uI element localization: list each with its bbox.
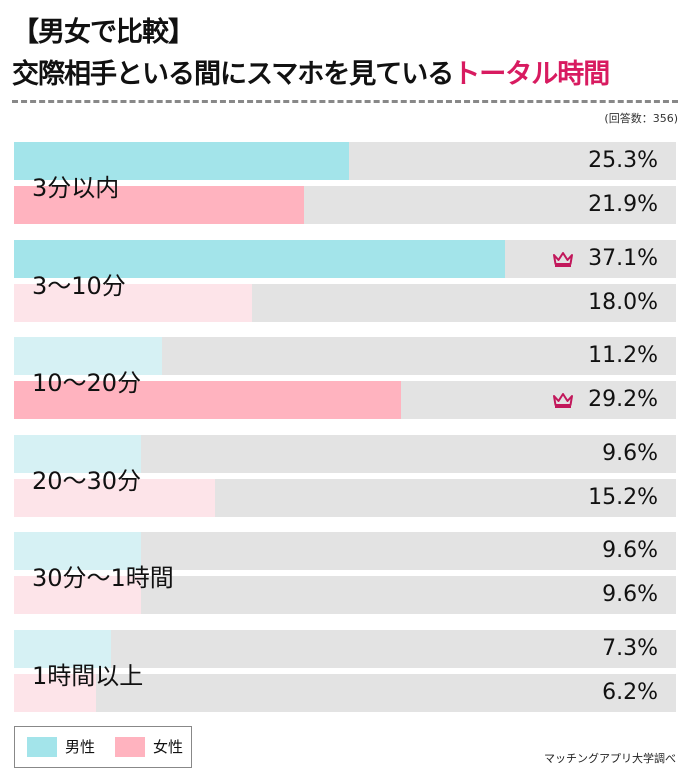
value-label-male: 9.6% <box>602 440 658 466</box>
legend-label-male: 男性 <box>65 738 96 756</box>
title-highlight-text: トータル時間 <box>453 59 610 90</box>
bar-group: 9.6% 15.2% 20〜30分 <box>14 434 676 517</box>
dashed-divider <box>12 100 678 103</box>
value-label-female: 29.2% <box>588 387 658 412</box>
bar-track-female <box>14 381 676 419</box>
bar-female <box>14 478 216 517</box>
bar-female <box>14 283 253 322</box>
category-label: 1時間以上 <box>32 661 144 690</box>
bar-male <box>14 337 163 375</box>
bar-group: 9.6% 9.6% 30分〜1時間 <box>14 532 676 614</box>
bar-track-male <box>14 239 676 278</box>
crown-icon <box>553 251 573 267</box>
bar-male <box>14 532 142 570</box>
bar-track-female <box>14 186 676 224</box>
source-note: マッチングアプリ大学調べ <box>544 752 676 765</box>
value-label-male: 11.2% <box>588 343 658 368</box>
bar-male <box>14 434 142 473</box>
value-label-female: 18.0% <box>588 289 658 315</box>
legend-swatch-male <box>27 737 57 757</box>
legend-label-female: 女性 <box>153 738 184 756</box>
bar-track-male <box>14 532 676 570</box>
bar-track-male <box>14 629 676 668</box>
bar-female <box>14 673 97 712</box>
bar-group: 25.3% 21.9% 3分以内 <box>14 142 676 224</box>
value-label-female: 6.2% <box>602 679 658 705</box>
bar-track-female <box>14 478 676 517</box>
category-label: 30分〜1時間 <box>32 564 174 592</box>
bar-male <box>14 142 349 180</box>
chart-title-line2: 交際相手といる間にスマホを見ているトータル時間 <box>12 52 610 91</box>
bar-group: 37.1% 18.0% 3〜10分 <box>14 239 676 322</box>
bar-female <box>14 576 142 614</box>
chart-title-line1: 【男女で比較】 <box>12 17 195 48</box>
bar-track-female <box>14 673 676 712</box>
crown-icon <box>553 393 573 408</box>
value-label-male: 7.3% <box>602 635 658 661</box>
bar-track-male <box>14 142 676 180</box>
bar-track-female <box>14 576 676 614</box>
legend: 男性 女性 <box>14 726 192 768</box>
bar-group: 7.3% 6.2% 1時間以上 <box>14 629 676 712</box>
respondent-count: (回答数：356) <box>604 112 678 125</box>
value-label-male: 25.3% <box>588 148 658 173</box>
category-label: 10〜20分 <box>32 369 142 397</box>
bar-male <box>14 239 506 278</box>
category-label: 20〜30分 <box>32 466 142 495</box>
value-label-male: 37.1% <box>588 245 658 271</box>
bar-group: 11.2% 29.2% 10〜20分 <box>14 337 676 419</box>
bar-track-male <box>14 337 676 375</box>
category-label: 3〜10分 <box>32 271 126 300</box>
title-main-text: 交際相手といる間にスマホを見ている <box>12 59 454 90</box>
value-label-female: 15.2% <box>588 484 658 510</box>
bar-track-male <box>14 434 676 473</box>
bar-male <box>14 629 111 668</box>
category-label: 3分以内 <box>32 174 120 202</box>
value-label-female: 21.9% <box>588 192 658 217</box>
bar-female <box>14 381 401 419</box>
value-label-male: 9.6% <box>602 538 658 563</box>
legend-swatch-female <box>115 737 145 757</box>
value-label-female: 9.6% <box>602 582 658 607</box>
bar-track-female <box>14 283 676 322</box>
bar-female <box>14 186 304 224</box>
